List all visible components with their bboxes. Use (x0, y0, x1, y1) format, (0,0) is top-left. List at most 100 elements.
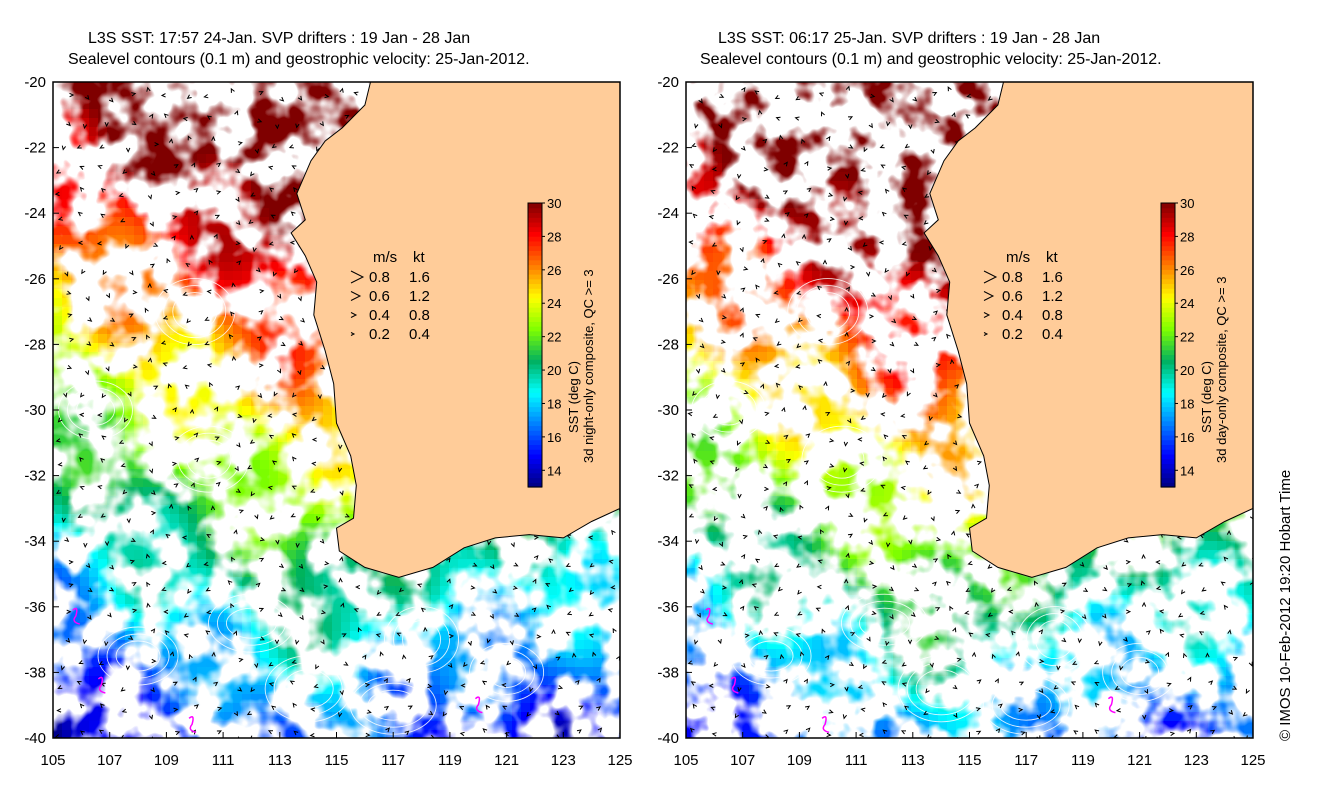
sst-cell (197, 721, 207, 731)
sst-cell (179, 280, 189, 290)
contour-line (402, 620, 441, 660)
sst-cell (170, 631, 180, 641)
contour-line (115, 640, 161, 672)
sst-cell (395, 694, 405, 704)
sst-cell (233, 91, 243, 101)
sst-cell (269, 208, 279, 218)
sst-cell (269, 433, 279, 443)
sst-cell (71, 424, 81, 434)
sst-cell (575, 559, 585, 569)
sst-cell (107, 649, 117, 659)
sst-cell (575, 550, 585, 560)
sst-cell (224, 541, 234, 551)
sst-cell (314, 460, 324, 470)
velocity-arrow (280, 341, 286, 347)
sst-cell (116, 622, 126, 632)
sst-cell (575, 730, 585, 738)
sst-cell (539, 541, 549, 551)
sst-cell (395, 712, 405, 722)
sst-cell (404, 595, 414, 605)
sst-cell (179, 199, 189, 209)
sst-cell (125, 271, 135, 281)
sst-cell (206, 361, 216, 371)
sst-cell (197, 433, 207, 443)
sst-cell (251, 334, 261, 344)
velocity-arrow (76, 680, 82, 685)
sst-cell (557, 667, 567, 677)
sst-cell (215, 658, 225, 668)
sst-cell (116, 181, 126, 191)
sst-cell (251, 181, 261, 191)
sst-cell (107, 622, 117, 632)
sst-cell (179, 631, 189, 641)
sst-cell (269, 154, 279, 164)
sst-cell (71, 541, 81, 551)
sst-cell (467, 721, 477, 731)
sst-cell (161, 136, 171, 146)
sst-cell (503, 541, 513, 551)
sst-cell (503, 676, 513, 686)
sst-cell (134, 712, 144, 722)
sst-cell (611, 550, 620, 560)
sst-cell (305, 325, 315, 335)
sst-cell (188, 181, 198, 191)
velocity-arrow (295, 123, 300, 129)
sst-cell (296, 631, 306, 641)
sst-cell (206, 235, 216, 245)
sst-cell (53, 424, 63, 434)
sst-cell (314, 640, 324, 650)
sst-cell (125, 91, 135, 101)
velocity-arrow (320, 610, 327, 615)
sst-cell (269, 325, 279, 335)
sst-cell (62, 541, 72, 551)
sst-cell (206, 370, 216, 380)
sst-cell (611, 532, 620, 542)
sst-cell (368, 712, 378, 722)
sst-cell (386, 721, 396, 731)
sst-cell (350, 649, 360, 659)
sst-cell (278, 550, 288, 560)
sst-cell (350, 595, 360, 605)
sst-cell (539, 532, 549, 542)
sst-cell (152, 262, 162, 272)
sst-cell (233, 496, 243, 506)
sst-cell (80, 271, 90, 281)
sst-cell (71, 640, 81, 650)
map-panel-night: 105 107 109 111 113 115 117 119 121 123 125 -20-22… (24, 74, 632, 769)
sst-cell (206, 694, 216, 704)
sst-cell (224, 631, 234, 641)
sst-cell (89, 532, 99, 542)
sst-cell (80, 415, 90, 425)
sst-cell (260, 154, 270, 164)
sst-cell (80, 649, 90, 659)
sst-cell (314, 100, 324, 110)
sst-cell (386, 631, 396, 641)
sst-cell (260, 514, 270, 524)
sst-cell (467, 685, 477, 695)
sst-cell (197, 415, 207, 425)
velocity-arrow (320, 639, 325, 645)
sst-cell (251, 235, 261, 245)
velocity-arrow (252, 418, 257, 424)
sst-cell (404, 613, 414, 623)
sst-cell (206, 469, 216, 479)
velocity-arrow (65, 638, 71, 643)
sst-cell (197, 496, 207, 506)
sst-cell (368, 667, 378, 677)
sst-cell (179, 388, 189, 398)
sst-cell (593, 622, 603, 632)
sst-cell (80, 82, 90, 92)
sst-cell (125, 730, 135, 738)
sst-cell (341, 568, 351, 578)
sst-cell (143, 109, 153, 119)
sst-cell (251, 505, 261, 515)
sst-cell (287, 703, 297, 713)
sst-cell (224, 325, 234, 335)
sst-cell (341, 703, 351, 713)
sst-cell (152, 730, 162, 738)
sst-cell (116, 136, 126, 146)
sst-cell (134, 595, 144, 605)
velocity-arrow (293, 730, 299, 736)
sst-cell (125, 208, 135, 218)
velocity-arrow (151, 658, 157, 664)
